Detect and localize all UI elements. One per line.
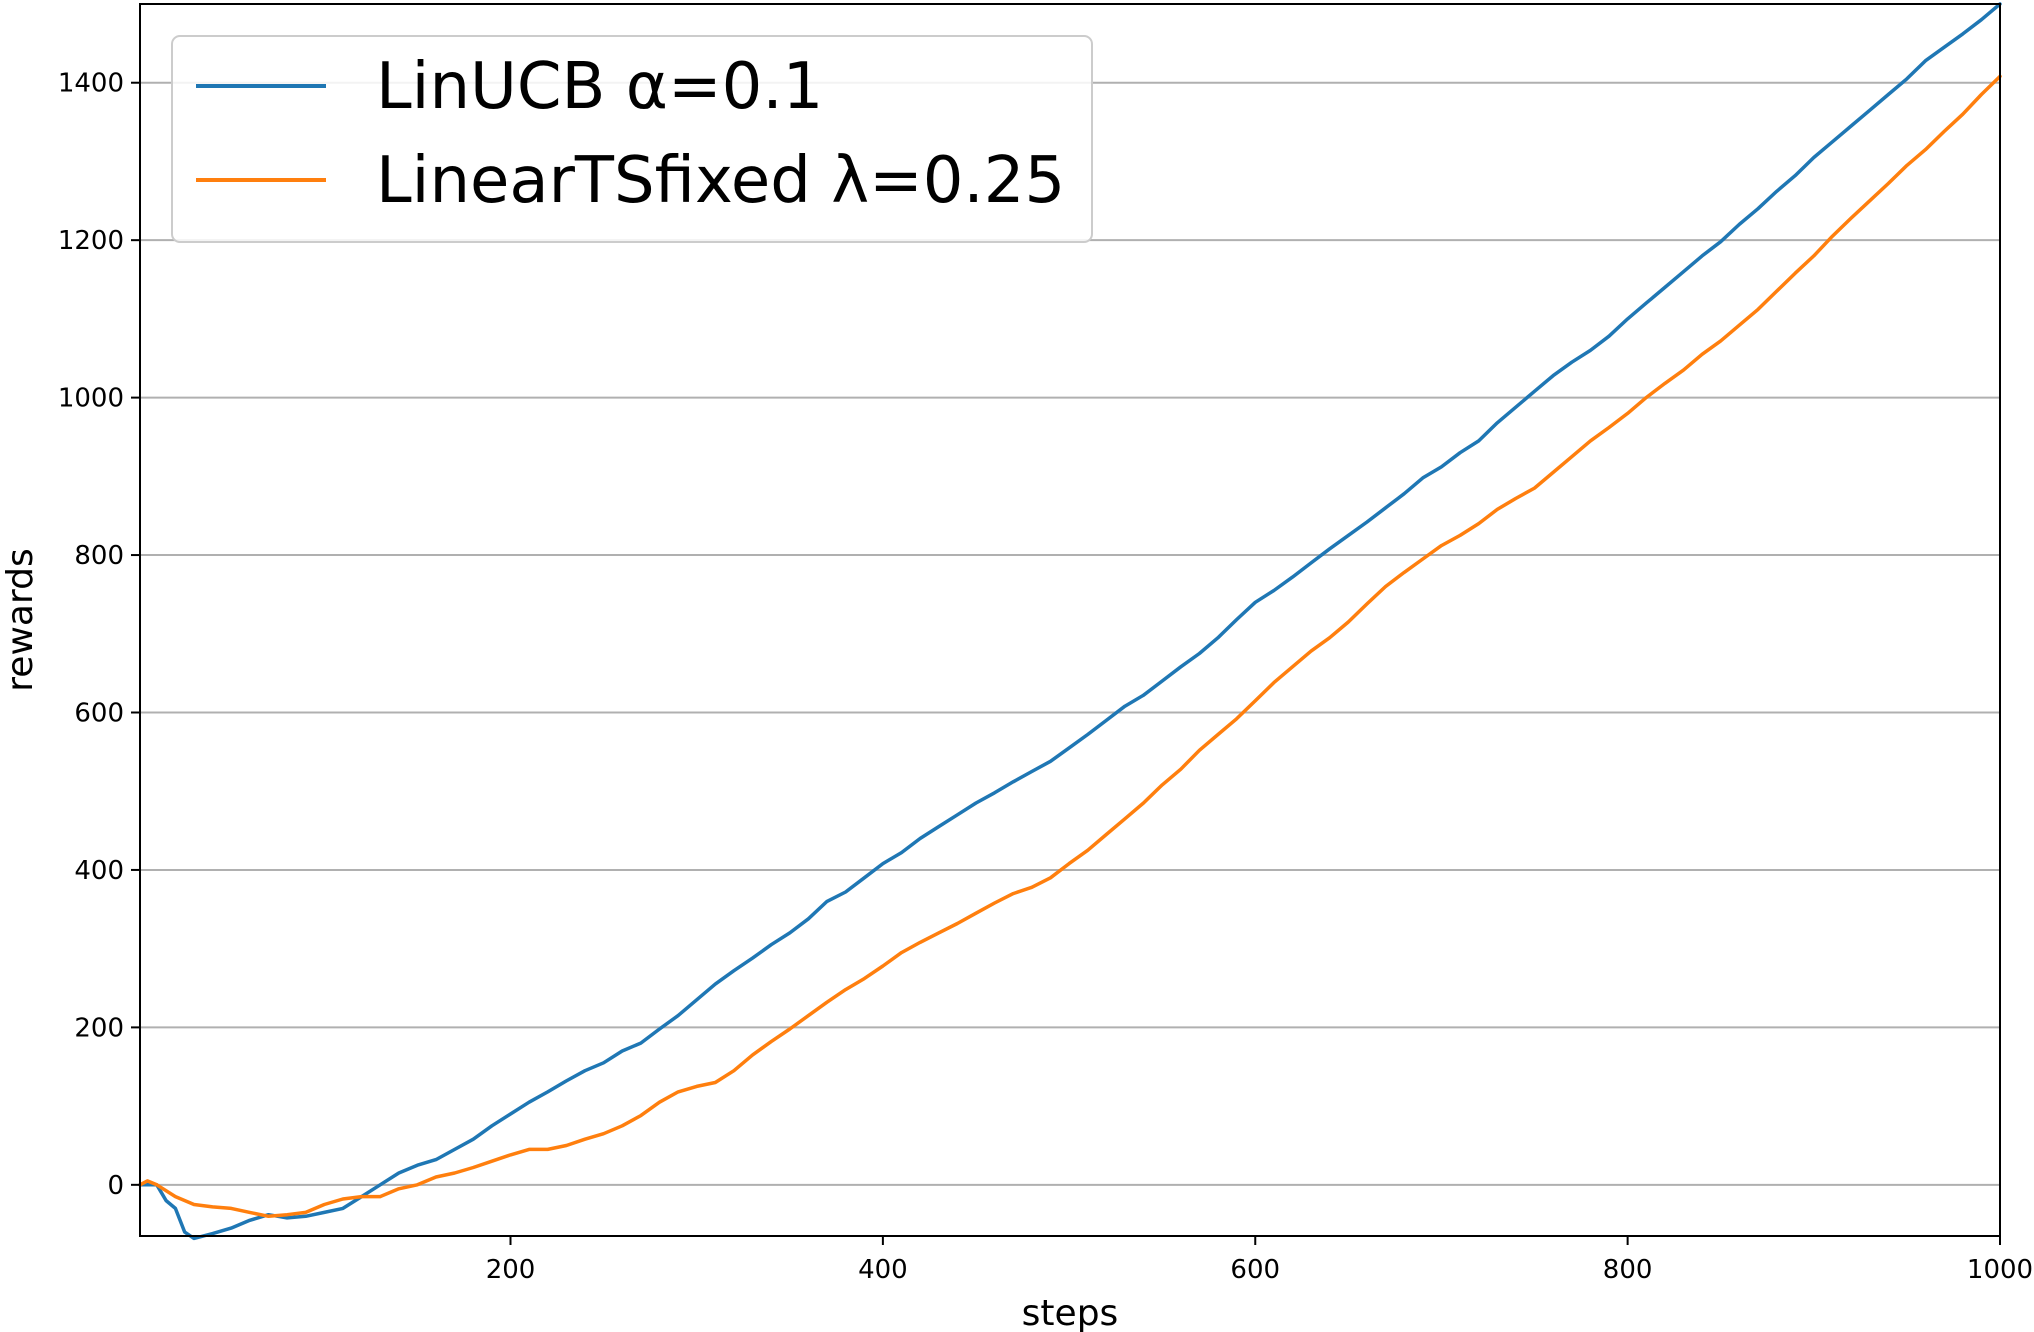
x-tick-label: 800 <box>1603 1255 1653 1285</box>
legend-box <box>171 35 1093 243</box>
axis-ticks: 200 400 600 800 1000 0 200 400 600 800 1000 1200 140… <box>58 69 2033 1285</box>
legend-label-linucb: LinUCB α=0.1 <box>376 50 823 124</box>
series-line-linucb <box>138 2 2002 1241</box>
x-tick-label: 1000 <box>1967 1255 2033 1285</box>
y-tick-label: 0 <box>107 1171 124 1201</box>
y-tick-label: 1200 <box>58 226 124 256</box>
x-tick-label: 600 <box>1230 1255 1280 1285</box>
y-tick-label: 400 <box>74 856 124 886</box>
plot-frame-rect <box>139 3 2001 1237</box>
plot-frame <box>139 3 2001 1237</box>
y-tick-label: 600 <box>74 698 124 728</box>
legend: LinUCB α=0.1 LinearTSfixed λ=0.25 <box>171 35 1093 243</box>
series-layer <box>138 2 2002 1241</box>
y-axis-label: rewards <box>0 548 41 691</box>
x-tick-label: 200 <box>486 1255 536 1285</box>
x-axis-label: steps <box>1022 1293 1119 1332</box>
series-line-lineartsfixed <box>138 74 2002 1219</box>
y-tick-label: 1400 <box>58 69 124 99</box>
y-tick-label: 1000 <box>58 384 124 414</box>
x-tick-label: 400 <box>858 1255 908 1285</box>
y-tick-label: 200 <box>74 1013 124 1043</box>
legend-label-lineartsfixed: LinearTSfixed λ=0.25 <box>376 144 1065 218</box>
y-tick-label: 800 <box>74 541 124 571</box>
